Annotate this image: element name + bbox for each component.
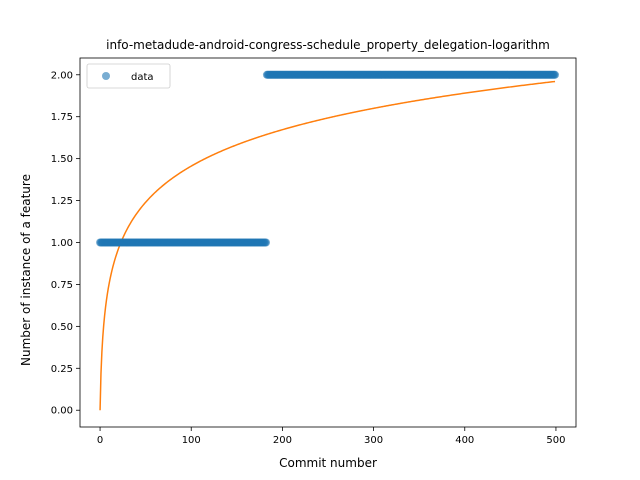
fit-line-layer xyxy=(99,80,556,411)
data-point xyxy=(551,70,560,79)
legend-marker xyxy=(102,72,110,80)
y-tick-label: 1.75 xyxy=(51,112,73,123)
y-tick-label: 0.25 xyxy=(51,364,73,375)
legend-box xyxy=(86,63,171,89)
x-tick-label: 300 xyxy=(364,435,383,446)
y-tick-label: 0.75 xyxy=(51,280,73,291)
fit-line xyxy=(99,80,556,411)
legend: data xyxy=(86,63,171,89)
data-point xyxy=(262,238,270,247)
y-axis-label: Number of instance of a feature xyxy=(19,174,33,366)
x-tick-label: 200 xyxy=(273,435,292,446)
x-tick-label: 0 xyxy=(97,435,103,446)
y-tick-label: 1.00 xyxy=(51,238,73,249)
y-tick-label: 0.00 xyxy=(51,406,73,417)
legend-label: data xyxy=(131,72,154,83)
y-tick-label: 1.25 xyxy=(51,196,73,207)
y-tick-label: 2.00 xyxy=(51,70,73,81)
x-tick-label: 400 xyxy=(455,435,474,446)
y-tick-label: 0.50 xyxy=(51,322,73,333)
y-tick-label: 1.50 xyxy=(51,154,73,165)
x-axis-label: Commit number xyxy=(279,456,377,470)
x-tick-label: 500 xyxy=(546,435,565,446)
x-tick-label: 100 xyxy=(182,435,201,446)
data-points-layer xyxy=(96,70,560,247)
chart-title: info-metadude-android-congress-schedule_… xyxy=(106,38,550,52)
ticks: 0 100 200 300 400 500 0.00 0.25 0.50 0.75 1.00 1.25… xyxy=(51,70,566,446)
